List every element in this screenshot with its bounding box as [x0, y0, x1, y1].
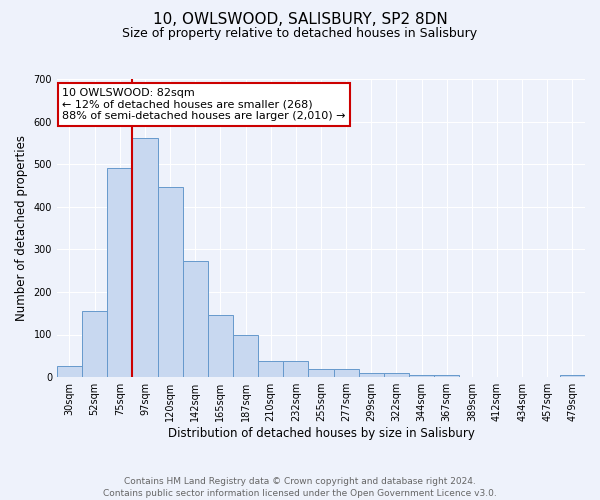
- Bar: [384, 373, 409, 377]
- Bar: [308, 370, 334, 377]
- Bar: [208, 316, 233, 377]
- Bar: [359, 373, 384, 377]
- Bar: [233, 336, 258, 377]
- Text: Size of property relative to detached houses in Salisbury: Size of property relative to detached ho…: [122, 28, 478, 40]
- Bar: [283, 362, 308, 377]
- Y-axis label: Number of detached properties: Number of detached properties: [15, 135, 28, 321]
- Bar: [158, 186, 182, 377]
- Bar: [560, 375, 585, 377]
- Bar: [409, 376, 434, 377]
- Text: 10 OWLSWOOD: 82sqm
← 12% of detached houses are smaller (268)
88% of semi-detach: 10 OWLSWOOD: 82sqm ← 12% of detached hou…: [62, 88, 346, 121]
- X-axis label: Distribution of detached houses by size in Salisbury: Distribution of detached houses by size …: [167, 427, 475, 440]
- Bar: [107, 168, 133, 377]
- Text: Contains HM Land Registry data © Crown copyright and database right 2024.
Contai: Contains HM Land Registry data © Crown c…: [103, 476, 497, 498]
- Bar: [82, 311, 107, 377]
- Text: 10, OWLSWOOD, SALISBURY, SP2 8DN: 10, OWLSWOOD, SALISBURY, SP2 8DN: [152, 12, 448, 28]
- Bar: [334, 370, 359, 377]
- Bar: [57, 366, 82, 377]
- Bar: [133, 138, 158, 377]
- Bar: [258, 362, 283, 377]
- Bar: [182, 261, 208, 377]
- Bar: [434, 376, 459, 377]
